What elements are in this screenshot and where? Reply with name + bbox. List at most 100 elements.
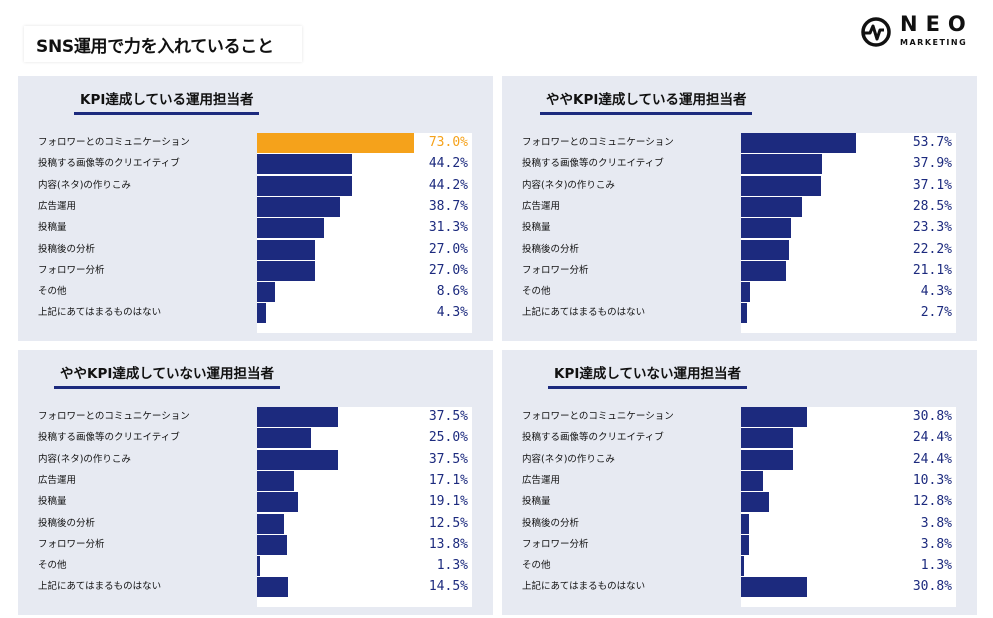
bar [741, 577, 808, 598]
category-label: フォロワー分析 [522, 264, 589, 276]
category-label: その他 [522, 560, 551, 572]
chart-title: KPI達成していない運用担当者 [548, 362, 747, 389]
data-label: 3.8% [920, 515, 952, 531]
category-label: 投稿する画像等のクリエイティブ [38, 158, 180, 170]
chart-title: ややKPI達成していない運用担当者 [54, 362, 280, 389]
chart-plot-area: 37.5% 25.0% 37.5% 17.1% 19.1% 12.5% 13.8% 1.3% 1… [257, 407, 472, 607]
bar [741, 260, 787, 281]
data-label: 31.3% [428, 220, 468, 236]
bar [741, 196, 803, 217]
data-label: 21.1% [912, 262, 952, 278]
category-label: その他 [522, 286, 551, 298]
data-label: 22.2% [912, 241, 952, 257]
data-label: 3.8% [920, 536, 952, 552]
bar [741, 428, 794, 449]
bar [741, 449, 794, 470]
data-label: 37.9% [912, 156, 952, 172]
data-label: 4.3% [920, 284, 952, 300]
category-label: フォロワーとのコミュニケーション [38, 137, 190, 148]
bar [257, 133, 414, 153]
category-label: 広告運用 [522, 474, 561, 486]
bar [257, 577, 289, 598]
category-label: その他 [38, 286, 67, 298]
bar [257, 282, 276, 303]
data-label: 37.1% [912, 177, 952, 193]
bar [257, 513, 284, 534]
data-label: 27.0% [428, 241, 468, 257]
category-label: フォロワー分析 [522, 538, 589, 550]
data-label: 73.0% [428, 135, 468, 150]
data-label: 25.0% [428, 430, 468, 446]
category-label: その他 [38, 560, 67, 572]
category-label: フォロワーとのコミュニケーション [522, 411, 674, 422]
category-label: 広告運用 [38, 200, 77, 212]
data-label: 14.5% [428, 579, 468, 595]
category-label: 上記にあてはまるものはない [522, 307, 646, 319]
data-label: 44.2% [428, 156, 468, 172]
category-label: フォロワーとのコミュニケーション [522, 137, 674, 148]
page-title: SNS運用で力を入れていること [24, 26, 302, 62]
bar [741, 218, 792, 239]
category-label: 内容(ネタ)の作りこみ [522, 179, 615, 191]
data-label: 19.1% [428, 494, 468, 510]
category-label: 投稿量 [522, 496, 551, 508]
data-label: 2.7% [920, 305, 952, 321]
data-label: 27.0% [428, 262, 468, 278]
bar [257, 239, 316, 260]
category-label: 投稿後の分析 [38, 243, 96, 255]
data-label: 30.8% [912, 409, 952, 424]
category-label: 投稿量 [38, 222, 67, 234]
category-label: 投稿する画像等のクリエイティブ [38, 432, 180, 444]
data-label: 1.3% [920, 558, 952, 574]
chart-plot-area: 73.0% 44.2% 44.2% 38.7% 31.3% 27.0% 27.0% 8.6% 4… [257, 133, 472, 333]
bar [257, 154, 353, 175]
bar [257, 556, 260, 577]
category-label: フォロワー分析 [38, 264, 105, 276]
category-label: フォロワー分析 [38, 538, 105, 550]
bar [741, 133, 857, 153]
category-label: 投稿後の分析 [522, 243, 580, 255]
category-label: 上記にあてはまるものはない [38, 307, 162, 319]
bar [257, 407, 338, 427]
bar [257, 175, 353, 196]
category-label: 内容(ネタ)の作りこみ [522, 453, 615, 465]
category-label: フォロワーとのコミュニケーション [38, 411, 190, 422]
bar [257, 428, 311, 449]
logo-subtitle: MARKETING [900, 38, 968, 47]
data-label: 38.7% [428, 198, 468, 214]
company-logo: NEO MARKETING [856, 10, 980, 52]
bar [741, 175, 821, 196]
data-label: 37.5% [428, 451, 468, 467]
chart-panel-3: ややKPI達成していない運用担当者 フォロワーとのコミュニケーション 投稿する画像… [18, 350, 493, 615]
bar [257, 449, 338, 470]
chart-panel-4: KPI達成していない運用担当者 フォロワーとのコミュニケーション 投稿する画像等の… [502, 350, 977, 615]
data-label: 8.6% [436, 284, 468, 300]
bar [741, 470, 764, 491]
category-label: 広告運用 [38, 474, 77, 486]
data-label: 10.3% [912, 472, 952, 488]
data-label: 28.5% [912, 198, 952, 214]
bar [257, 196, 341, 217]
category-label: 上記にあてはまるものはない [38, 581, 162, 593]
data-label: 30.8% [912, 579, 952, 595]
data-label: 13.8% [428, 536, 468, 552]
category-label: 投稿量 [38, 496, 67, 508]
chart-panel-1: KPI達成している運用担当者 フォロワーとのコミュニケーション 投稿する画像等のク… [18, 76, 493, 341]
bar [741, 534, 750, 555]
data-label: 37.5% [428, 409, 468, 424]
category-label: 投稿する画像等のクリエイティブ [522, 158, 664, 170]
category-label: 上記にあてはまるものはない [522, 581, 646, 593]
category-label: 投稿後の分析 [522, 517, 580, 529]
bar [257, 534, 287, 555]
bar [257, 218, 325, 239]
data-label: 24.4% [912, 430, 952, 446]
bar [741, 303, 747, 324]
data-label: 24.4% [912, 451, 952, 467]
data-label: 53.7% [912, 135, 952, 150]
bar [741, 239, 789, 260]
chart-plot-area: 53.7% 37.9% 37.1% 28.5% 23.3% 22.2% 21.1% 4.3% 2… [741, 133, 956, 333]
data-label: 17.1% [428, 472, 468, 488]
category-label: 広告運用 [522, 200, 561, 212]
category-label: 内容(ネタ)の作りこみ [38, 453, 131, 465]
bar [741, 492, 769, 513]
